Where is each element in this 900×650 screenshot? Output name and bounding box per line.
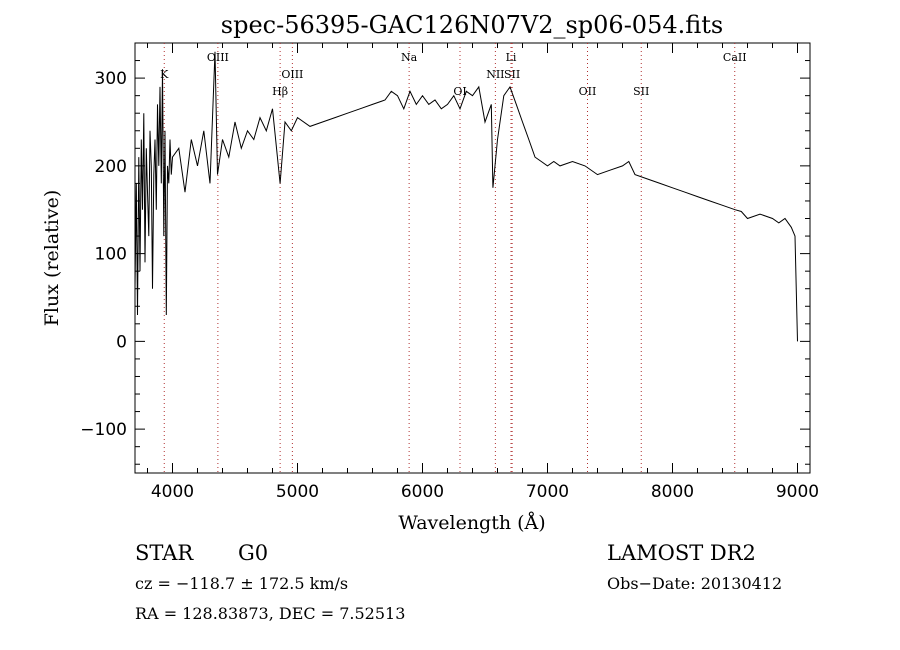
coordinates: RA = 128.83873, DEC = 7.52513 — [135, 604, 405, 623]
axis-ticks: 4000 5000 6000 7000 8000 9000 −100 0 100 200 300 — [80, 42, 819, 502]
line-marker-label: OI — [453, 85, 466, 98]
x-tick-label: 9000 — [776, 482, 819, 502]
x-tick-label: 5000 — [276, 482, 319, 502]
line-marker-label: CaII — [723, 51, 747, 64]
x-tick-label: 6000 — [401, 482, 444, 502]
x-tick-label: 8000 — [651, 482, 694, 502]
line-marker-label: NII — [486, 68, 504, 81]
y-tick-label: −100 — [80, 420, 127, 440]
line-marker-label: Li — [506, 51, 517, 64]
y-axis-label: Flux (relative) — [41, 190, 63, 327]
chart-title: spec-56395-GAC126N07V2_sp06-054.fits — [221, 11, 723, 39]
x-tick-label: 7000 — [526, 482, 569, 502]
plot-area — [134, 42, 811, 474]
observation-date: Obs−Date: 20130412 — [607, 574, 782, 593]
y-tick-label: 0 — [116, 332, 127, 352]
x-tick-label: 4000 — [151, 482, 194, 502]
object-subclass: G0 — [238, 541, 268, 565]
y-tick-label: 300 — [95, 69, 127, 89]
spectrum-series — [134, 51, 798, 342]
spectrum-line — [134, 51, 798, 342]
redshift-velocity: cz = −118.7 ± 172.5 km/s — [135, 574, 348, 593]
line-marker-label: OIII — [207, 51, 229, 64]
line-marker-label: SII — [504, 68, 520, 81]
line-marker-label: SII — [633, 85, 649, 98]
line-marker-label: K — [160, 68, 169, 81]
survey-name: LAMOST DR2 — [607, 541, 756, 565]
line-marker-label: OIII — [281, 68, 303, 81]
y-tick-label: 200 — [95, 157, 127, 177]
x-axis-label: Wavelength (Å) — [398, 512, 545, 534]
object-class: STAR — [135, 541, 194, 565]
line-marker-label: Hβ — [272, 85, 288, 98]
line-marker-label: OII — [579, 85, 597, 98]
y-tick-label: 100 — [95, 245, 127, 265]
line-marker-label: Na — [401, 51, 418, 64]
plot-border — [134, 42, 811, 474]
